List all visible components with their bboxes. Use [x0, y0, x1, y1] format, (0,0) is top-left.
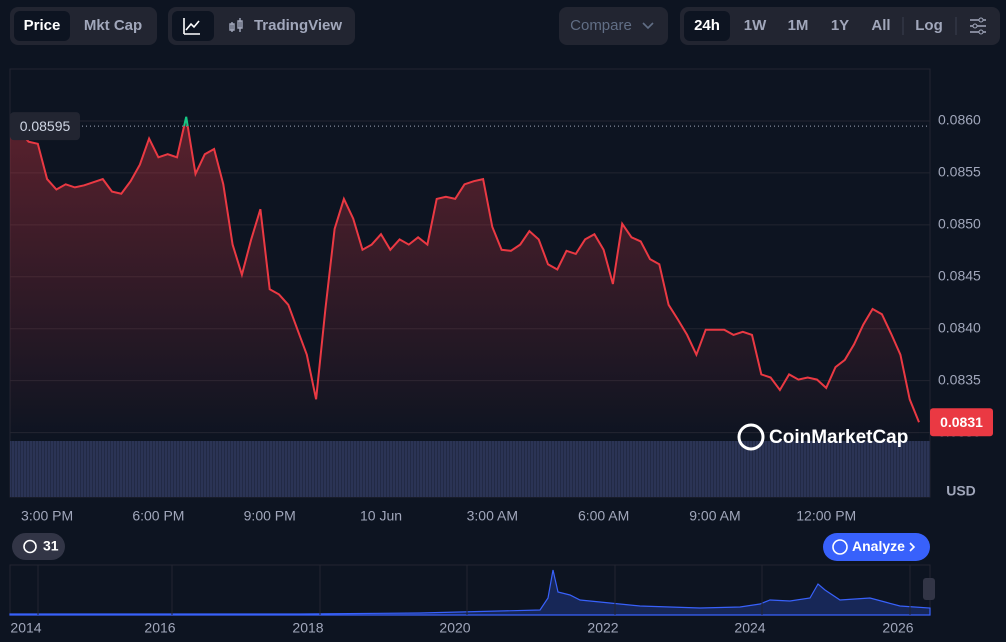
- navigator-history: [9, 569, 931, 616]
- last-price-badge: [930, 408, 993, 437]
- x-tick-label: 6:00 AM: [578, 508, 629, 524]
- plot-area: 0.08300.08350.08400.08450.08500.08550.08…: [10, 112, 993, 524]
- y-tick-label: 0.0840: [938, 319, 981, 335]
- x-tick-label: 12:00 PM: [796, 508, 856, 524]
- settings-knob: [972, 23, 978, 29]
- history-pill[interactable]: [12, 533, 65, 560]
- x-tick-label: 9:00 AM: [689, 508, 740, 524]
- y-tick-label: 0.0835: [938, 371, 981, 387]
- y-tick-label: 0.0855: [938, 164, 981, 180]
- range-1y[interactable]: 1Y: [831, 17, 849, 34]
- navigator-year: 2026: [882, 620, 913, 636]
- last-price-label: 0.0831: [940, 414, 983, 430]
- reference-label: 0.08595: [20, 118, 71, 134]
- x-tick-label: 3:00 PM: [21, 508, 73, 524]
- navigator-axis: 2014 2016 2018 2020 2022 2024 2026: [10, 565, 914, 636]
- range-1m[interactable]: 1M: [788, 17, 809, 34]
- y-tick-label: 0.0860: [938, 112, 981, 128]
- log-toggle[interactable]: Log: [915, 17, 943, 34]
- chart-type-group: [168, 7, 355, 45]
- navigator-year: 2024: [734, 620, 765, 636]
- chevron: [642, 22, 654, 30]
- analyze-button[interactable]: [823, 533, 930, 561]
- price-area: [10, 116, 919, 442]
- tab-active[interactable]: [14, 11, 70, 41]
- candle-icon: [229, 18, 243, 32]
- analyze-icon: [832, 539, 848, 555]
- range-group: [680, 7, 1000, 45]
- y-unit: USD: [946, 483, 976, 499]
- watermark-logo: [737, 423, 765, 451]
- navigator-year: 2014: [10, 620, 41, 636]
- y-tick-label: 0.0850: [938, 216, 981, 232]
- tradingview-button[interactable]: TradingView: [254, 17, 342, 34]
- watermark: CoinMarketCap: [737, 423, 908, 451]
- range-all[interactable]: All: [871, 17, 890, 34]
- y-tick-label: 0.0845: [938, 267, 981, 283]
- compare-button[interactable]: [559, 7, 668, 45]
- navigator-year: 2022: [587, 620, 618, 636]
- analyze-label[interactable]: Analyze: [852, 538, 905, 554]
- navigator-year: 2018: [292, 620, 323, 636]
- history-icon: [23, 539, 37, 554]
- watermark-text: CoinMarketCap: [769, 427, 908, 448]
- tab-price[interactable]: Price: [24, 17, 61, 34]
- x-tick-label: 6:00 PM: [132, 508, 184, 524]
- history-count[interactable]: 31: [43, 538, 59, 554]
- navigator-handle[interactable]: [923, 578, 935, 600]
- volume-bars: [10, 441, 930, 497]
- navigator-year: 2016: [144, 620, 175, 636]
- compare-label[interactable]: Compare: [570, 17, 632, 34]
- range-active[interactable]: [684, 11, 730, 41]
- settings-knob: [978, 29, 984, 35]
- price-line: [10, 126, 920, 423]
- tab-mktcap[interactable]: Mkt Cap: [84, 17, 142, 34]
- range-1w[interactable]: 1W: [744, 17, 767, 34]
- x-tick-label: 10 Jun: [360, 508, 402, 524]
- reference-badge: [10, 112, 80, 141]
- x-tick-label: 3:00 AM: [467, 508, 518, 524]
- x-tick-label: 9:00 PM: [244, 508, 296, 524]
- line-icon: [183, 18, 200, 35]
- analyze-arrow: [909, 542, 916, 552]
- range-24h[interactable]: 24h: [694, 17, 720, 34]
- navigator-year: 2020: [439, 620, 470, 636]
- settings-knob: [978, 17, 984, 23]
